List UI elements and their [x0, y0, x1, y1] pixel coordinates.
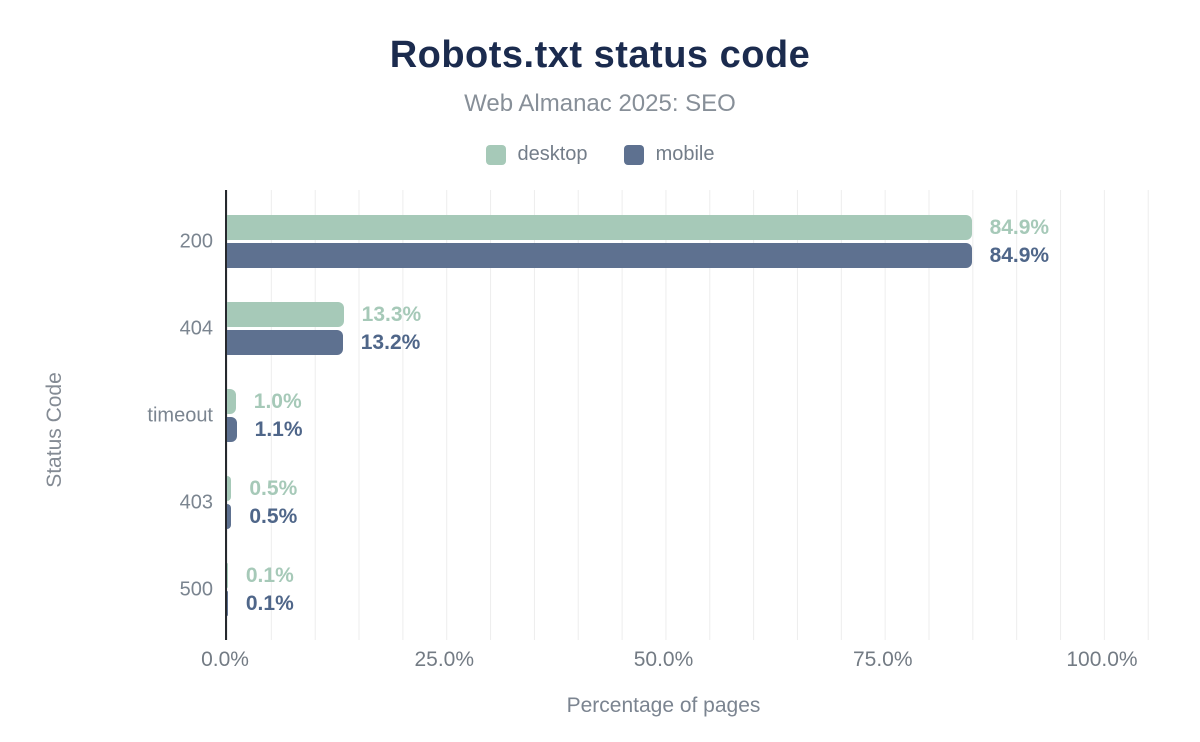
legend-swatch-mobile [623, 144, 644, 165]
bar-mobile-404 [227, 330, 343, 355]
category-label-200: 200 [179, 230, 213, 252]
legend-item-desktop[interactable]: desktop [485, 143, 588, 166]
value-label-mobile-403: 0.5% [249, 505, 298, 528]
chart-title: Robots.txt status code [389, 34, 811, 76]
bar-mobile-500 [227, 591, 228, 616]
category-row-200: 200 84.9% 84.9% [180, 198, 1188, 285]
category-row-timeout: timeout 1.0% 1.1% [147, 372, 1188, 459]
bar-mobile-timeout [227, 417, 237, 442]
legend-item-mobile[interactable]: mobile [623, 143, 715, 166]
bar-line-desktop-timeout: 1.0% [227, 389, 1188, 414]
chart-subtitle: Web Almanac 2025: SEO [464, 90, 736, 117]
legend: desktop mobile [0, 143, 1200, 166]
bar-mobile-200 [227, 243, 972, 268]
bar-line-desktop-404: 13.3% [227, 302, 1188, 327]
value-label-mobile-200: 84.9% [989, 244, 1050, 267]
bar-desktop-403 [227, 476, 232, 501]
value-label-desktop-403: 0.5% [249, 477, 298, 500]
plot-area: 200 84.9% 84.9% 404 13.3% 13.2% timeout 1.0% 1.1… [147, 190, 1188, 640]
category-label-500: 500 [179, 578, 213, 600]
bar-desktop-404 [227, 302, 344, 327]
bar-line-desktop-403: 0.5% [227, 476, 1188, 501]
category-row-500: 500 0.1% 0.1% [180, 546, 1188, 633]
value-label-desktop-500: 0.1% [245, 564, 294, 587]
category-row-403: 403 0.5% 0.5% [180, 459, 1188, 546]
x-axis-ticks: 0.0% 25.0% 50.0% 75.0% 100.0% [201, 648, 1138, 674]
value-label-mobile-timeout: 1.1% [254, 418, 303, 441]
legend-label-mobile: mobile [655, 143, 715, 165]
x-tick-100.0%: 100.0% [1066, 648, 1138, 671]
value-label-mobile-500: 0.1% [245, 592, 294, 615]
bar-line-mobile-200: 84.9% [227, 243, 1188, 268]
bar-desktop-200 [227, 215, 972, 240]
bar-line-mobile-500: 0.1% [227, 591, 1188, 616]
x-axis-title: Percentage of pages [566, 694, 761, 717]
bar-line-mobile-404: 13.2% [227, 330, 1188, 355]
category-label-404: 404 [179, 317, 213, 339]
bar-line-mobile-403: 0.5% [227, 504, 1188, 529]
value-label-mobile-404: 13.2% [360, 331, 421, 354]
value-label-desktop-200: 84.9% [989, 216, 1050, 239]
x-tick-25.0%: 25.0% [414, 648, 475, 671]
x-tick-0.0%: 0.0% [201, 648, 249, 671]
legend-swatch-desktop [485, 144, 506, 165]
bar-desktop-500 [227, 563, 228, 588]
bar-line-desktop-500: 0.1% [227, 563, 1188, 588]
x-tick-50.0%: 50.0% [633, 648, 694, 671]
category-label-403: 403 [179, 491, 213, 513]
x-tick-75.0%: 75.0% [852, 648, 913, 671]
category-row-404: 404 13.3% 13.2% [180, 285, 1188, 372]
bar-mobile-403 [227, 504, 232, 529]
value-label-desktop-404: 13.3% [361, 303, 422, 326]
category-label-timeout: timeout [147, 404, 213, 426]
value-label-desktop-timeout: 1.0% [253, 390, 302, 413]
bar-desktop-timeout [227, 389, 236, 414]
bar-line-desktop-200: 84.9% [227, 215, 1188, 240]
bar-line-mobile-timeout: 1.1% [227, 417, 1188, 442]
legend-label-desktop: desktop [517, 143, 588, 165]
y-axis-title: Status Code [43, 372, 66, 488]
